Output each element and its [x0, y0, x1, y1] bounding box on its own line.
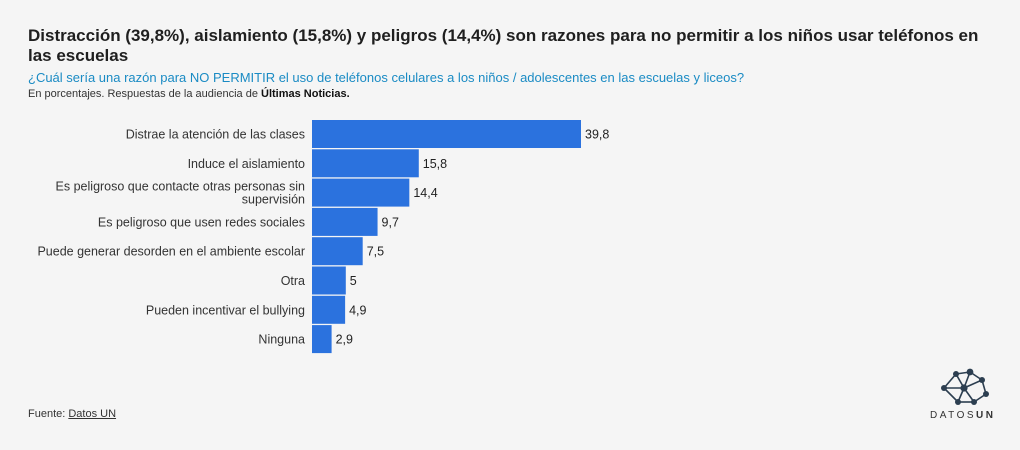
category-label: supervisión — [242, 193, 305, 207]
category-label: Puede generar desorden en el ambiente es… — [37, 245, 305, 259]
category-label: Es peligroso que contacte otras personas… — [56, 180, 305, 194]
bar — [312, 237, 363, 266]
category-label: Induce el aislamiento — [188, 157, 305, 171]
value-label: 39,8 — [585, 128, 609, 142]
value-label: 5 — [350, 274, 357, 288]
note-prefix: En porcentajes. Respuestas de la audienc… — [28, 88, 261, 100]
bar — [312, 120, 581, 148]
bar — [312, 207, 378, 236]
bar — [312, 266, 346, 295]
note-source: Últimas Noticias. — [261, 88, 350, 100]
value-label: 4,9 — [349, 303, 366, 317]
category-label: Otra — [281, 274, 305, 288]
footer-source-label: Fuente: — [28, 408, 69, 420]
value-label: 14,4 — [413, 186, 437, 200]
chart-title: Distracción (39,8%), aislamiento (15,8%)… — [28, 26, 979, 65]
category-label: Pueden incentivar el bullying — [146, 303, 305, 317]
value-label: 2,9 — [336, 333, 353, 347]
value-label: 9,7 — [382, 215, 399, 229]
logo-text-light: DATOS — [930, 410, 977, 421]
value-label: 15,8 — [423, 157, 447, 171]
bar — [312, 178, 410, 207]
category-label: Ninguna — [258, 333, 305, 347]
logo-text-bold: UN — [976, 410, 996, 421]
category-label: Distrae la atención de las clases — [126, 128, 305, 142]
bar — [312, 295, 346, 324]
category-label: Es peligroso que usen redes sociales — [98, 215, 305, 229]
value-label: 7,5 — [367, 245, 384, 259]
chart-subtitle: ¿Cuál sería una razón para NO PERMITIR e… — [28, 70, 745, 85]
network-graph-icon — [941, 368, 989, 405]
bar — [312, 325, 332, 354]
bar — [312, 149, 419, 178]
source-link[interactable]: Datos UN — [68, 408, 117, 420]
footer: Fuente: Datos UN — [28, 408, 116, 420]
chart-note: En porcentajes. Respuestas de la audienc… — [28, 88, 988, 100]
logo-wordmark: DATOSUN — [930, 410, 1010, 421]
